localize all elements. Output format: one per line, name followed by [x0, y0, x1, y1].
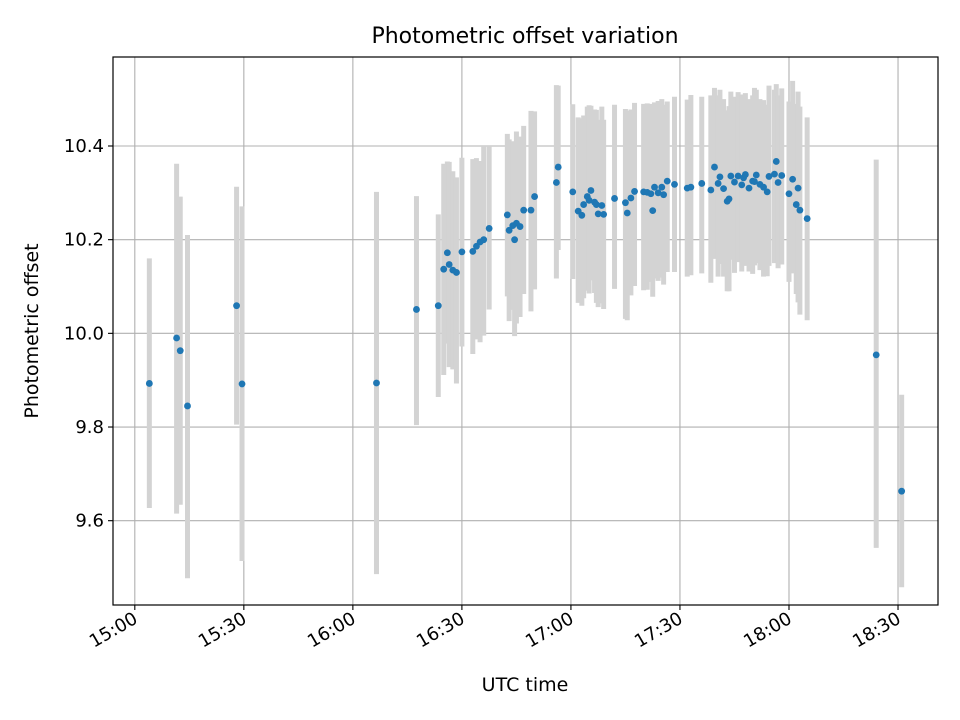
y-axis-label: Photometric offset [21, 243, 43, 418]
data-point [434, 302, 442, 310]
data-point [516, 223, 524, 230]
data-point [373, 379, 380, 387]
data-point [792, 201, 800, 208]
data-point [760, 183, 767, 191]
data-point [771, 170, 778, 178]
data-point [731, 178, 738, 186]
data-point [184, 402, 191, 410]
data-point [580, 201, 588, 208]
data-point [520, 206, 528, 214]
data-point [751, 178, 758, 185]
data-point [594, 210, 602, 218]
data-point [734, 172, 742, 180]
data-point [725, 195, 733, 203]
data-point [716, 173, 724, 181]
data-point [872, 351, 880, 359]
data-point [578, 211, 586, 219]
data-point [485, 225, 493, 232]
data-point [552, 179, 560, 186]
chart-title: Photometric offset variation [371, 24, 678, 49]
data-point [711, 163, 718, 171]
plot-frame [112, 56, 939, 606]
data-point [687, 183, 695, 191]
data-point [627, 194, 635, 202]
data-point [569, 188, 577, 196]
data-point [745, 184, 753, 192]
data-point [600, 210, 608, 218]
data-point [622, 199, 629, 207]
data-point [660, 191, 668, 199]
data-point [651, 183, 658, 191]
data-point [720, 185, 727, 193]
data-points [145, 158, 906, 495]
data-point [623, 209, 631, 217]
data-point [714, 180, 722, 187]
data-point [778, 172, 786, 179]
y-tick-label: 9.8 [75, 417, 104, 438]
data-point [765, 173, 773, 180]
data-point [587, 187, 595, 194]
data-point [445, 261, 453, 268]
data-point [413, 306, 420, 313]
data-point [440, 265, 448, 273]
data-point [145, 380, 153, 387]
data-point [554, 163, 562, 171]
data-point [707, 186, 715, 194]
data-point [763, 188, 771, 196]
data-point [173, 334, 181, 342]
data-point [503, 211, 511, 219]
data-point [752, 171, 760, 179]
data-point [658, 183, 666, 191]
data-point [654, 189, 662, 197]
data-point [453, 269, 460, 276]
data-point [774, 179, 782, 186]
data-point [647, 190, 655, 198]
data-point [898, 487, 906, 495]
data-point [176, 347, 184, 355]
data-point [649, 207, 657, 215]
y-tick-label: 10.4 [64, 136, 104, 157]
data-point [738, 181, 746, 189]
data-point [443, 249, 451, 257]
data-point [727, 172, 735, 180]
data-point [663, 177, 671, 185]
data-point [480, 236, 488, 244]
data-point [469, 247, 477, 255]
y-tick-label: 10.2 [64, 230, 104, 251]
y-tick-label: 10.0 [64, 323, 104, 344]
y-axis-ticks: 9.6 9.8 10.0 10.2 10.4 [64, 136, 113, 532]
data-point [511, 236, 518, 244]
data-point [796, 206, 804, 214]
data-point [592, 201, 600, 208]
data-point [698, 180, 706, 187]
data-point [741, 171, 749, 178]
x-axis-label: UTC time [482, 674, 569, 696]
data-point [611, 195, 618, 202]
data-point [803, 215, 811, 222]
data-point [531, 193, 538, 200]
data-point [794, 184, 802, 192]
data-point [527, 206, 535, 214]
data-point [671, 180, 678, 188]
data-point [598, 202, 606, 209]
data-point [238, 380, 246, 388]
data-point [631, 188, 638, 195]
y-tick-label: 9.6 [75, 511, 104, 532]
data-point [789, 175, 797, 183]
data-point [233, 302, 240, 310]
data-point [785, 190, 793, 198]
data-point [458, 248, 466, 256]
data-point [772, 158, 780, 165]
data-point [505, 226, 513, 234]
data-point [585, 196, 593, 204]
